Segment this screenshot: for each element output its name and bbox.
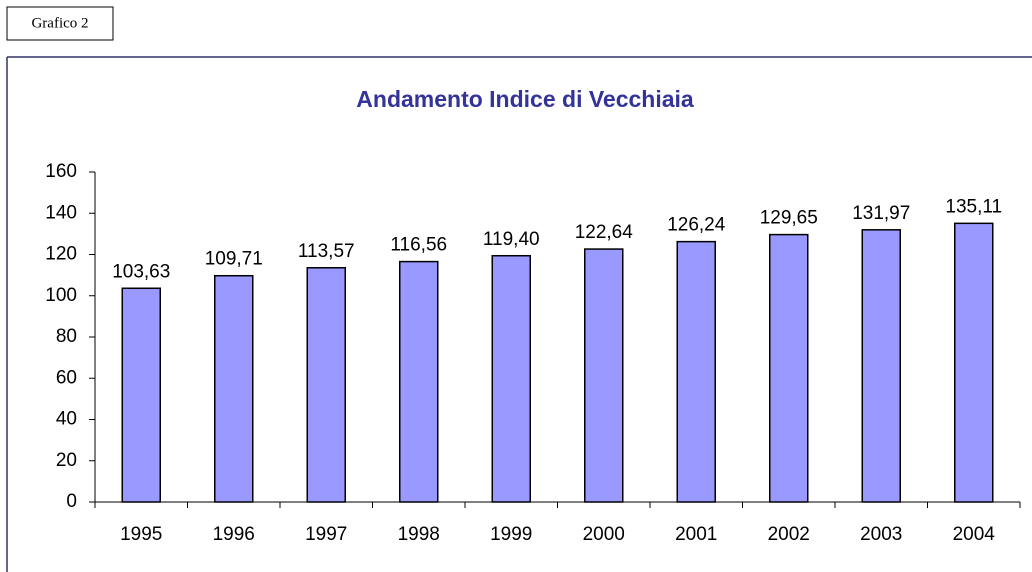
x-tick-label: 2003: [860, 524, 902, 545]
x-tick-label: 1997: [305, 524, 347, 545]
chart-label: Grafico 2: [31, 15, 88, 31]
y-tick-label: 100: [45, 285, 77, 306]
y-tick-label: 20: [56, 450, 77, 471]
x-tick-label: 2001: [675, 524, 717, 545]
bar: [399, 260, 439, 503]
value-label: 116,56: [390, 235, 447, 256]
x-tick-label: 2002: [768, 524, 810, 545]
bar: [491, 254, 531, 503]
bar: [676, 240, 716, 503]
value-label: 109,71: [205, 249, 263, 270]
bar: [121, 287, 161, 503]
bar: [769, 233, 809, 503]
bar: [954, 222, 994, 503]
y-tick-label: 120: [45, 244, 77, 265]
label-box: [6, 6, 114, 41]
x-tick-label: 1996: [213, 524, 255, 545]
value-label: 119,40: [483, 229, 540, 250]
value-label: 122,64: [575, 222, 634, 243]
y-tick-label: 60: [56, 367, 77, 388]
y-tick-label: 160: [45, 161, 77, 182]
bar: [861, 229, 901, 503]
bar: [584, 248, 624, 503]
x-tick-label: 1995: [120, 524, 162, 545]
x-tick-label: 1999: [490, 524, 532, 545]
bar: [214, 274, 254, 503]
y-tick-label: 0: [66, 491, 77, 512]
x-tick-label: 1998: [398, 524, 440, 545]
value-label: 135,11: [945, 196, 1002, 217]
bar: [306, 267, 346, 503]
y-tick-label: 140: [45, 202, 77, 223]
y-tick-label: 80: [56, 326, 77, 347]
value-label: 103,63: [112, 261, 170, 282]
value-label: 131,97: [852, 203, 910, 224]
value-label: 126,24: [667, 215, 726, 236]
x-tick-label: 2004: [953, 524, 996, 545]
x-tick-label: 2000: [583, 524, 625, 545]
y-tick-label: 40: [56, 409, 77, 430]
value-label: 113,57: [298, 241, 355, 262]
value-label: 129,65: [760, 208, 818, 229]
chart-title: Andamento Indice di Vecchiaia: [356, 86, 694, 112]
